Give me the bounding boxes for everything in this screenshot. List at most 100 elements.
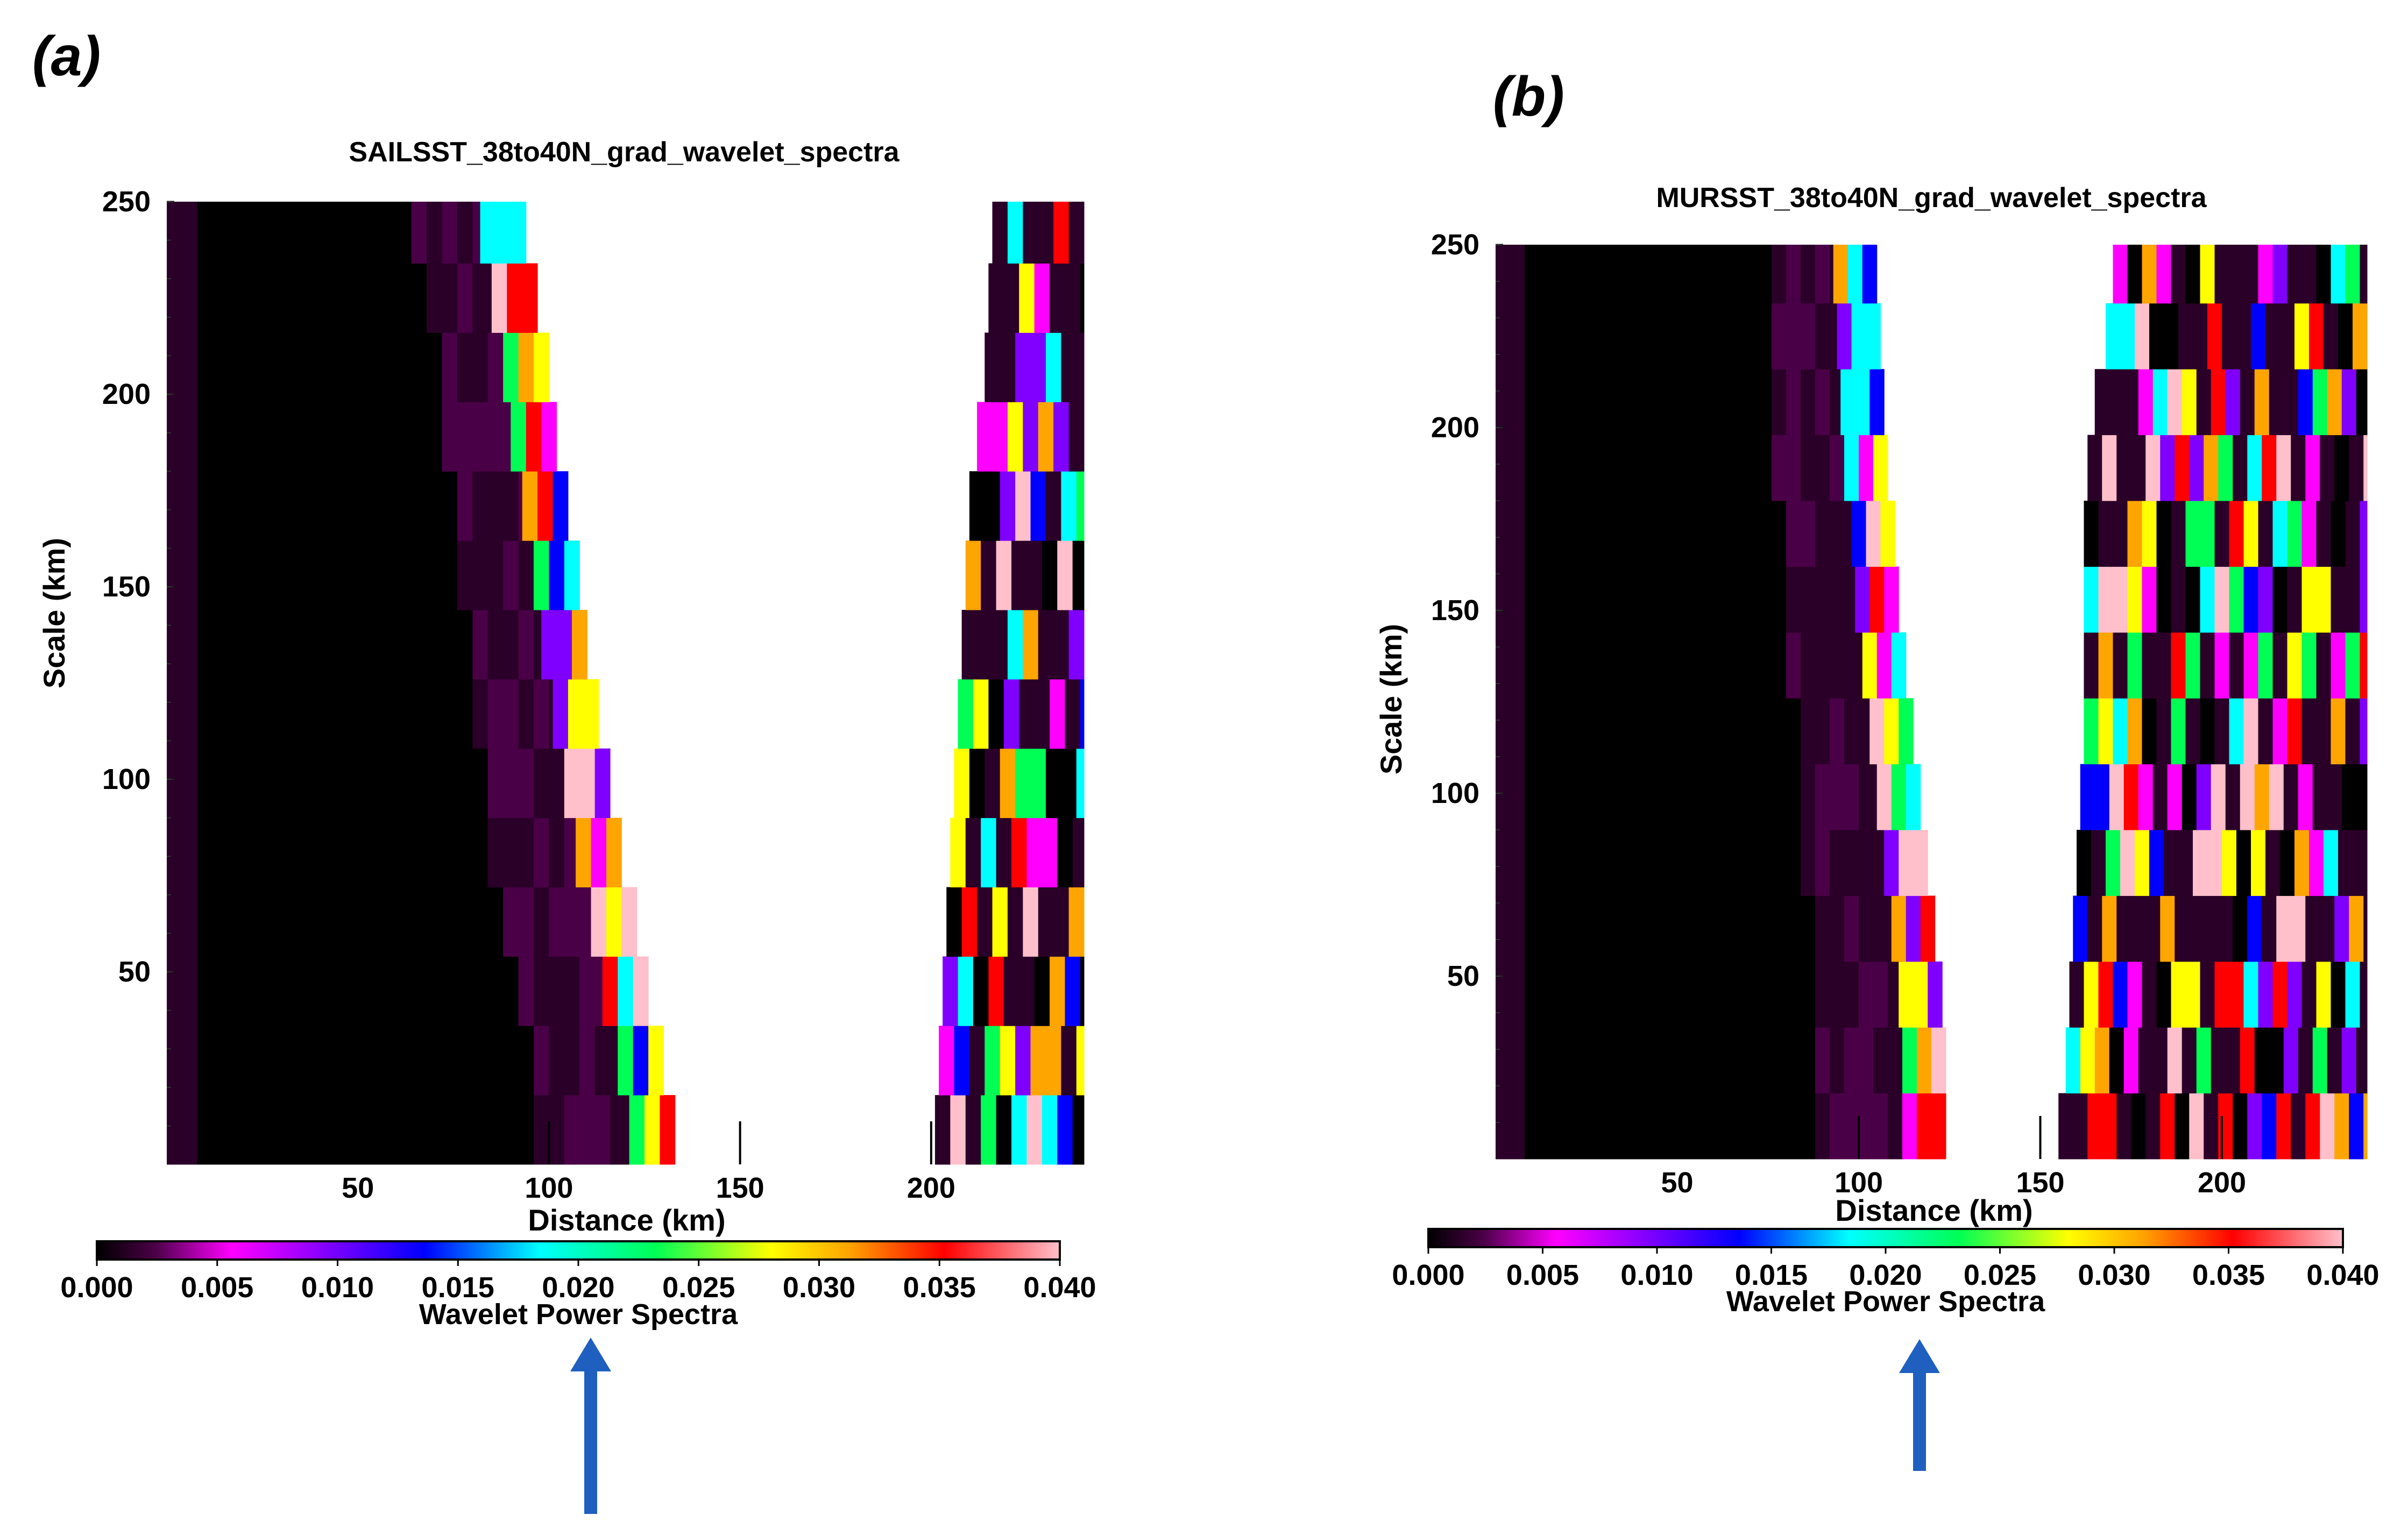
- heatmap-cell: [1757, 245, 1772, 304]
- heatmap-cell: [1065, 679, 1081, 749]
- heatmap-cell: [213, 1026, 229, 1096]
- heatmap-cell: [1859, 1093, 1874, 1160]
- y-tick-label: 150: [1431, 594, 1479, 627]
- heatmap-cell: [442, 471, 458, 541]
- heatmap-cell: [1015, 471, 1031, 541]
- heatmap-cell: [1684, 632, 1699, 699]
- heatmap-cell: [1815, 961, 1830, 1028]
- heatmap-cell: [1859, 895, 1874, 962]
- heatmap-cell: [1626, 566, 1641, 633]
- heatmap-cell: [487, 956, 504, 1026]
- heatmap-cell: [1728, 435, 1743, 501]
- heatmap-cell: [1851, 501, 1866, 567]
- heatmap-cell: [591, 887, 607, 957]
- heatmap-cell: [2214, 501, 2229, 567]
- heatmap-cell: [182, 956, 198, 1026]
- heatmap-cell: [1844, 764, 1859, 830]
- heatmap-cell: [258, 748, 274, 819]
- y-tick-label: 50: [1447, 960, 1479, 992]
- heatmap-cell: [1612, 830, 1627, 896]
- colorbar-title-b: Wavelet Power Spectra: [1726, 1285, 2045, 1318]
- heatmap-cell: [197, 332, 213, 402]
- heatmap-cell: [2109, 1027, 2124, 1094]
- heatmap-cell: [1057, 1095, 1073, 1165]
- heatmap-cell: [2131, 895, 2146, 962]
- heatmap-cell: [1023, 202, 1039, 264]
- heatmap-cell: [396, 332, 412, 402]
- heatmap-cell: [1038, 202, 1054, 264]
- heatmap-cell: [2301, 698, 2317, 765]
- heatmap-cell: [1597, 245, 1612, 304]
- heatmap-cell: [503, 956, 519, 1026]
- heatmap-cell: [1786, 303, 1801, 369]
- panel-b: MURSST_38to40N_grad_wavelet_spectra 50 10…: [1374, 182, 2379, 1471]
- heatmap-cell: [197, 1026, 213, 1096]
- heatmap-cell: [411, 748, 427, 819]
- heatmap-cell: [2098, 501, 2113, 567]
- heatmap-cell: [380, 541, 396, 610]
- heatmap-cell: [1525, 435, 1540, 501]
- heatmap-cell: [1050, 956, 1065, 1026]
- heatmap-cell: [2142, 245, 2157, 304]
- heatmap-cell: [1728, 1027, 1743, 1094]
- heatmap-cell: [1869, 369, 1885, 436]
- heatmap-cell: [1899, 830, 1914, 896]
- heatmap-cell: [411, 609, 427, 680]
- heatmap-cell: [289, 887, 305, 957]
- colorbar-tick-label: 0.020: [1849, 1259, 1922, 1291]
- heatmap-cell: [273, 748, 289, 819]
- heatmap-cell: [1539, 895, 1554, 962]
- heatmap-cell: [457, 817, 473, 887]
- heatmap-cell: [1830, 698, 1845, 765]
- heatmap-cell: [1539, 764, 1554, 830]
- heatmap-cell: [2160, 435, 2175, 501]
- heatmap-cell: [1568, 961, 1583, 1028]
- heatmap-cell: [1568, 245, 1583, 304]
- heatmap-cell: [1713, 566, 1729, 633]
- heatmap-cell: [992, 887, 1008, 957]
- heatmap-cell: [2185, 245, 2200, 304]
- heatmap-cell: [1583, 435, 1598, 501]
- heatmap-cell: [1539, 566, 1554, 633]
- heatmap-cell: [365, 817, 381, 887]
- heatmap-cell: [1057, 817, 1073, 887]
- colorbar-tick-label: 0.015: [1735, 1259, 1808, 1291]
- heatmap-cell: [2276, 1093, 2291, 1160]
- x-tick-label: 200: [2198, 1167, 2246, 1199]
- heatmap-cell: [304, 263, 320, 333]
- heatmap-cell: [1053, 202, 1070, 264]
- heatmap-cell: [1015, 748, 1031, 819]
- heatmap-cell: [2080, 764, 2095, 830]
- heatmap-cell: [1000, 748, 1016, 819]
- heatmap-cell: [1913, 961, 1928, 1028]
- heatmap-cell: [243, 609, 259, 680]
- heatmap-cell: [380, 609, 396, 680]
- heatmap-cell: [258, 956, 274, 1026]
- heatmap-cell: [1038, 402, 1054, 472]
- heatmap-cell: [2204, 435, 2219, 501]
- heatmap-cell: [1830, 961, 1845, 1028]
- heatmap-cell: [1554, 245, 1569, 304]
- heatmap-cell: [1539, 1027, 1554, 1094]
- heatmap-cell: [1855, 566, 1870, 633]
- heatmap-cell: [1554, 1093, 1569, 1160]
- heatmap-cell: [507, 263, 523, 333]
- x-ticks-b: 50 100 150 200: [1661, 1116, 2246, 1199]
- heatmap-cell: [1801, 566, 1816, 633]
- heatmap-cell: [981, 817, 997, 887]
- heatmap-cell: [442, 817, 458, 887]
- heatmap-cell: [487, 402, 504, 472]
- heatmap-cell: [1525, 566, 1540, 633]
- heatmap-cell: [1626, 369, 1641, 436]
- heatmap-cell: [228, 402, 244, 472]
- heatmap-cell: [2200, 566, 2215, 633]
- heatmap-cell: [1891, 764, 1907, 830]
- heatmap-cell: [350, 1026, 366, 1096]
- heatmap-cell: [320, 679, 336, 749]
- heatmap-cell: [1859, 764, 1874, 830]
- heatmap-cell: [350, 202, 366, 264]
- heatmap-cell: [2189, 895, 2204, 962]
- heatmap-cell: [969, 1026, 985, 1096]
- heatmap-cell: [2204, 1093, 2219, 1160]
- heatmap-cell: [1801, 632, 1816, 699]
